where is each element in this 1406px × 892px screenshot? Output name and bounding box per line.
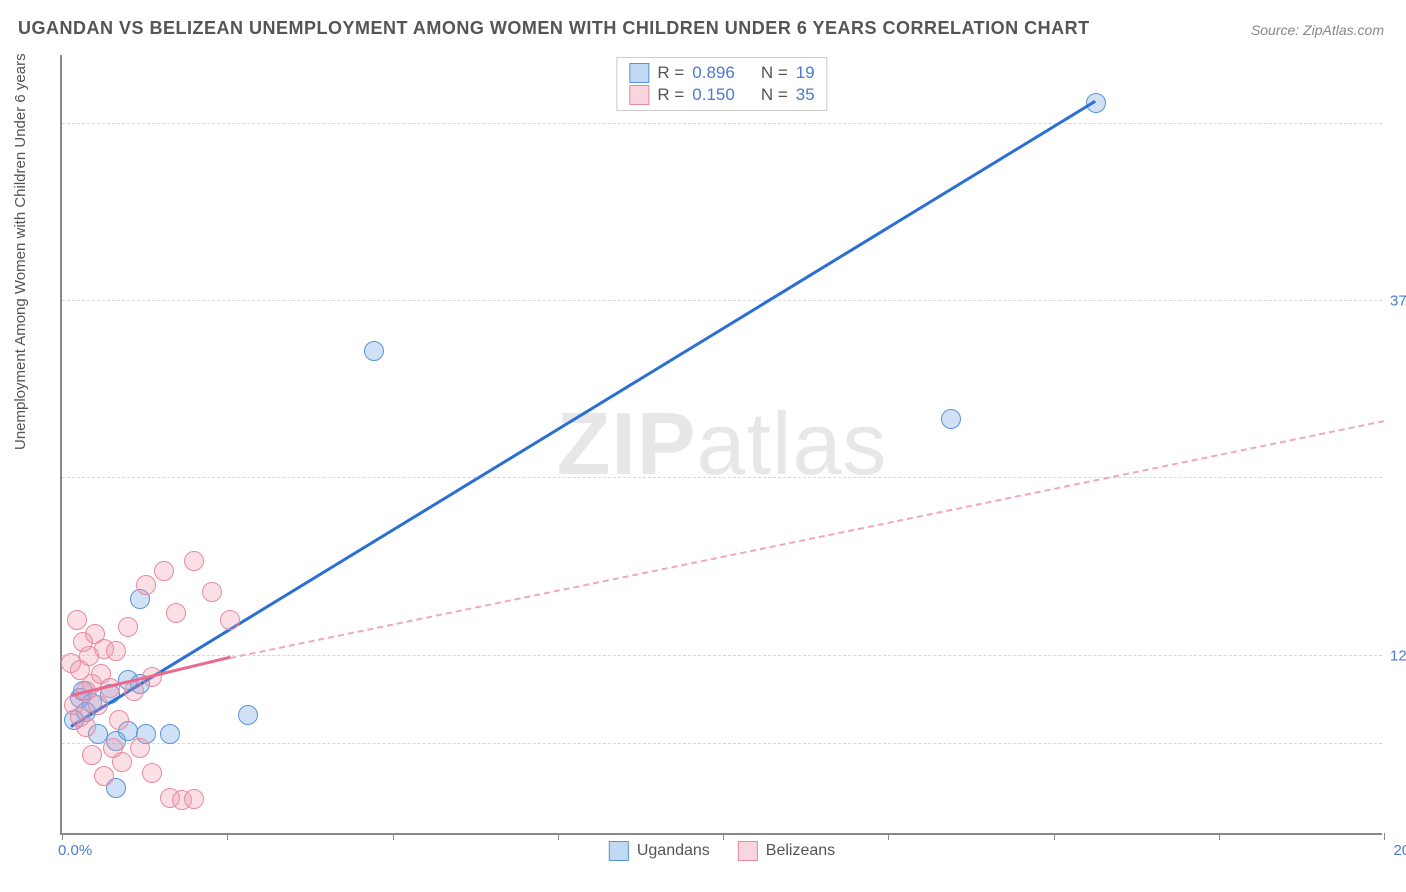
trend-line (230, 420, 1384, 659)
data-point (112, 752, 132, 772)
data-point (82, 745, 102, 765)
data-point (67, 610, 87, 630)
legend-r-value: 0.896 (692, 63, 735, 83)
data-point (364, 341, 384, 361)
legend-row-belizeans: R = 0.150 N = 35 (629, 84, 814, 106)
gridline (62, 477, 1382, 478)
x-tick-label-max: 20.0% (1393, 842, 1406, 859)
data-point (238, 705, 258, 725)
gridline (62, 655, 1382, 656)
legend-statistics: R = 0.896 N = 19 R = 0.150 N = 35 (616, 57, 827, 111)
data-point (130, 738, 150, 758)
x-tick (723, 833, 724, 840)
data-point (106, 641, 126, 661)
chart-title: UGANDAN VS BELIZEAN UNEMPLOYMENT AMONG W… (18, 18, 1090, 39)
data-point (118, 617, 138, 637)
x-tick (1054, 833, 1055, 840)
gridline (62, 123, 1382, 124)
y-tick-label: 37.5% (1390, 293, 1406, 310)
gridline (62, 300, 1382, 301)
y-tick-label: 12.5% (1390, 647, 1406, 664)
legend-swatch-blue-icon (609, 841, 629, 861)
x-tick (393, 833, 394, 840)
legend-label: Ugandans (637, 842, 710, 860)
legend-n-label: N = (761, 85, 788, 105)
legend-label: Belizeans (766, 842, 835, 860)
legend-r-value: 0.150 (692, 85, 735, 105)
data-point (220, 610, 240, 630)
data-point (166, 603, 186, 623)
source-attribution: Source: ZipAtlas.com (1251, 22, 1384, 38)
legend-r-label: R = (657, 85, 684, 105)
legend-series: Ugandans Belizeans (609, 841, 835, 861)
legend-item-belizeans: Belizeans (738, 841, 835, 861)
legend-n-label: N = (761, 63, 788, 83)
data-point (154, 561, 174, 581)
data-point (941, 409, 961, 429)
x-tick (1384, 833, 1385, 840)
x-tick-label-min: 0.0% (58, 842, 92, 859)
x-tick (888, 833, 889, 840)
x-tick (227, 833, 228, 840)
x-tick (62, 833, 63, 840)
chart-container: UGANDAN VS BELIZEAN UNEMPLOYMENT AMONG W… (0, 0, 1406, 892)
legend-row-ugandans: R = 0.896 N = 19 (629, 62, 814, 84)
legend-item-ugandans: Ugandans (609, 841, 710, 861)
legend-swatch-blue-icon (629, 63, 649, 83)
data-point (160, 724, 180, 744)
data-point (184, 551, 204, 571)
legend-r-label: R = (657, 63, 684, 83)
legend-n-value: 19 (796, 63, 815, 83)
gridline (62, 743, 1382, 744)
watermark: ZIPatlas (557, 393, 888, 495)
data-point (142, 763, 162, 783)
data-point (76, 717, 96, 737)
legend-swatch-pink-icon (629, 85, 649, 105)
data-point (94, 766, 114, 786)
x-tick (1219, 833, 1220, 840)
x-tick (558, 833, 559, 840)
data-point (88, 695, 108, 715)
plot-area: ZIPatlas R = 0.896 N = 19 R = 0.150 N = … (60, 55, 1382, 835)
data-point (136, 575, 156, 595)
data-point (184, 789, 204, 809)
y-axis-label: Unemployment Among Women with Children U… (12, 53, 29, 450)
data-point (202, 582, 222, 602)
legend-swatch-pink-icon (738, 841, 758, 861)
legend-n-value: 35 (796, 85, 815, 105)
data-point (124, 681, 144, 701)
data-point (109, 710, 129, 730)
